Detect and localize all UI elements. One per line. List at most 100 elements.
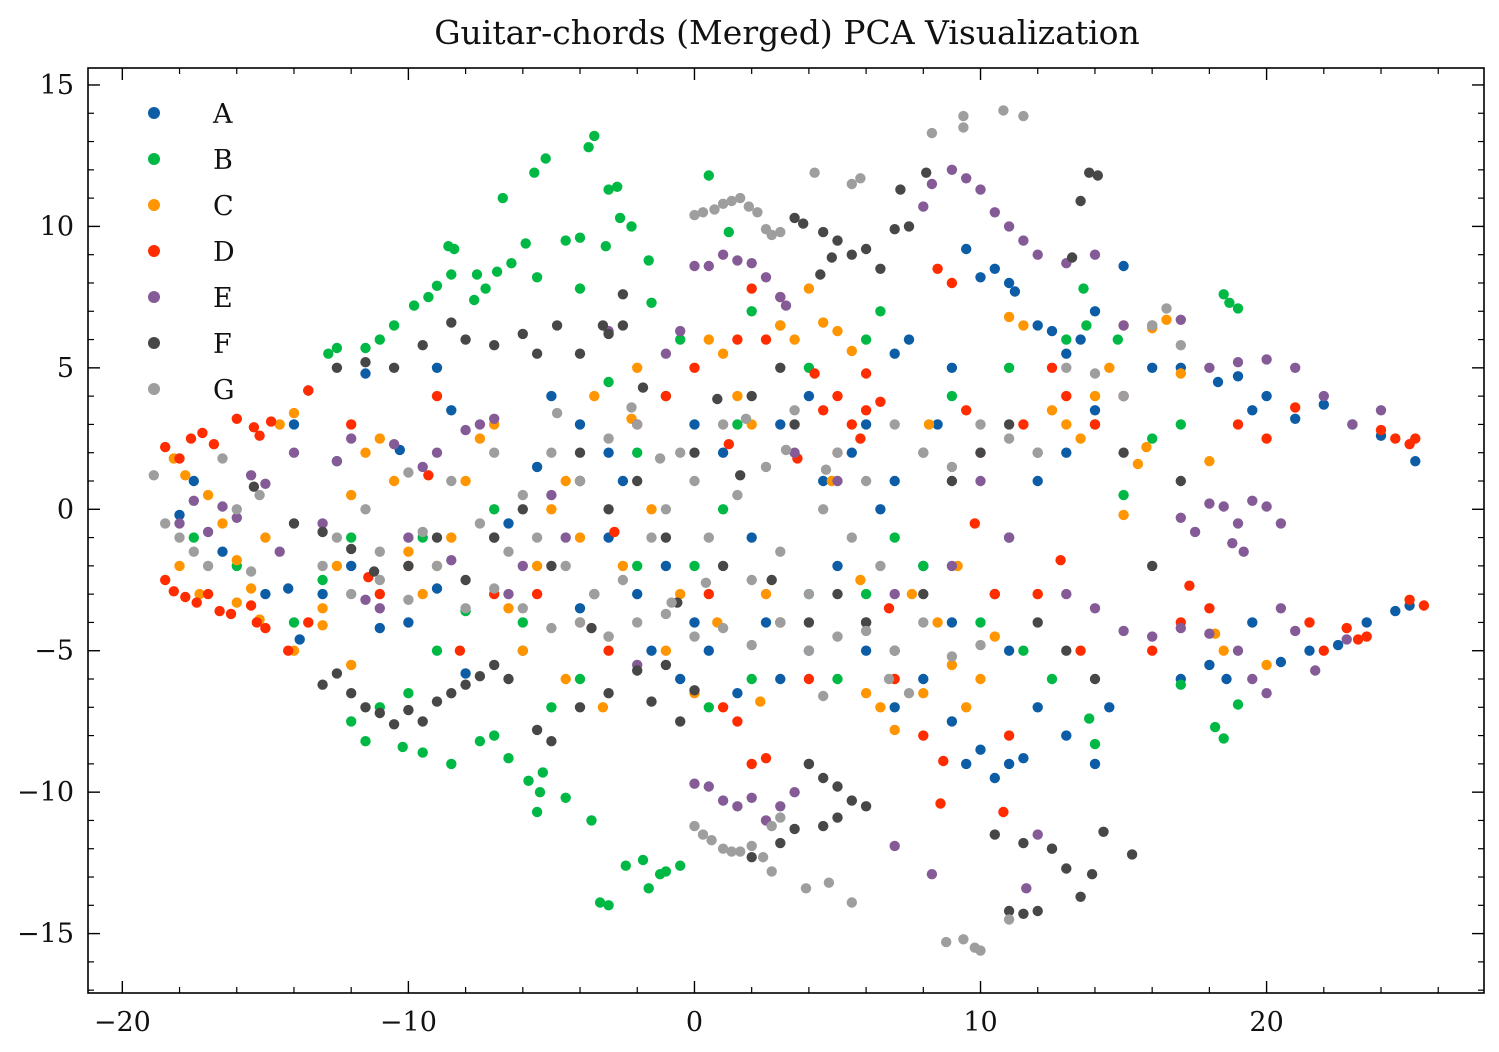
point-G-73 (766, 866, 777, 877)
point-B-0 (589, 130, 600, 142)
point-B-49 (537, 767, 548, 778)
point-G-47 (717, 198, 729, 209)
point-B-101 (746, 306, 757, 317)
point-D-9 (160, 574, 171, 586)
point-D-85 (1418, 600, 1430, 611)
point-A-22 (846, 447, 857, 458)
point-F-51 (1084, 167, 1095, 178)
point-A-80 (946, 362, 958, 373)
point-E-34 (746, 258, 757, 269)
point-G-112 (1061, 362, 1072, 373)
point-G-125 (780, 444, 792, 456)
point-D-54 (938, 755, 949, 767)
point-E-42 (746, 792, 757, 803)
point-G-83 (346, 588, 357, 600)
point-F-88 (746, 390, 757, 402)
point-G-110 (1003, 433, 1015, 444)
point-B-36 (431, 645, 443, 656)
point-B-8 (626, 221, 637, 232)
point-D-87 (860, 405, 872, 416)
point-A-78 (946, 617, 958, 628)
point-B-22 (388, 320, 400, 331)
point-B-65 (832, 673, 843, 685)
point-E-4 (231, 512, 242, 523)
point-F-73 (1018, 908, 1029, 919)
point-B-30 (574, 283, 586, 294)
point-F-31 (417, 340, 428, 351)
legend-label-D: D (213, 237, 235, 268)
point-C-49 (875, 702, 886, 713)
point-B-98 (288, 617, 300, 628)
point-F-56 (818, 772, 829, 784)
point-G-20 (546, 447, 557, 458)
point-E-32 (717, 249, 729, 260)
point-G-76 (846, 897, 857, 908)
point-G-101 (860, 625, 872, 637)
point-A-21 (818, 475, 829, 487)
point-F-107 (317, 526, 328, 538)
point-F-78 (460, 574, 471, 586)
point-B-78 (1218, 289, 1229, 300)
point-C-19 (446, 532, 457, 543)
point-D-78 (1341, 622, 1352, 634)
series-F (248, 167, 1187, 919)
point-G-85 (403, 594, 414, 605)
point-G-114 (1118, 390, 1129, 402)
point-A-44 (1147, 362, 1158, 373)
point-E-20 (474, 419, 486, 430)
point-E-90 (1204, 498, 1215, 509)
point-G-118 (883, 673, 895, 685)
point-G-90 (546, 622, 557, 634)
point-D-0 (160, 441, 171, 453)
point-F-1 (331, 668, 343, 679)
point-G-31 (703, 532, 714, 543)
point-C-2 (202, 489, 214, 501)
legend-marker-G (148, 383, 160, 395)
point-B-67 (918, 560, 929, 572)
point-E-62 (1175, 314, 1187, 325)
point-B-85 (1089, 738, 1101, 750)
point-A-92 (260, 588, 271, 600)
point-F-40 (818, 226, 829, 238)
point-F-53 (1075, 195, 1086, 207)
point-F-84 (632, 475, 643, 487)
point-C-44 (803, 283, 815, 294)
legend-label-G: G (213, 375, 235, 406)
point-F-69 (1086, 869, 1098, 880)
point-F-98 (1003, 419, 1015, 430)
point-A-58 (1332, 639, 1344, 651)
point-D-69 (1147, 645, 1158, 656)
point-G-104 (946, 651, 958, 662)
point-G-30 (689, 475, 700, 487)
point-D-93 (609, 526, 620, 538)
point-E-38 (689, 778, 700, 789)
point-G-42 (860, 475, 872, 487)
point-B-97 (317, 574, 328, 586)
point-D-63 (1032, 588, 1043, 600)
point-D-3 (197, 427, 208, 439)
point-G-16 (489, 447, 500, 458)
point-G-53 (766, 229, 777, 241)
point-A-29 (989, 772, 1000, 784)
point-F-36 (597, 320, 609, 331)
point-B-105 (875, 306, 886, 317)
point-C-53 (946, 659, 958, 671)
point-A-41 (1089, 306, 1101, 317)
point-B-12 (520, 238, 531, 249)
point-F-80 (517, 504, 528, 515)
point-B-10 (560, 235, 571, 246)
point-A-56 (1390, 605, 1401, 617)
point-D-90 (883, 603, 895, 614)
point-F-82 (574, 447, 586, 458)
point-C-3 (217, 518, 228, 529)
point-D-30 (603, 645, 614, 656)
point-B-57 (643, 883, 654, 894)
point-C-6 (260, 532, 271, 543)
point-G-56 (846, 178, 857, 190)
point-E-47 (889, 840, 900, 852)
point-B-89 (975, 617, 986, 628)
point-E-97 (1238, 546, 1249, 557)
point-B-21 (408, 300, 420, 311)
point-A-46 (1212, 376, 1224, 388)
point-F-87 (717, 560, 729, 572)
